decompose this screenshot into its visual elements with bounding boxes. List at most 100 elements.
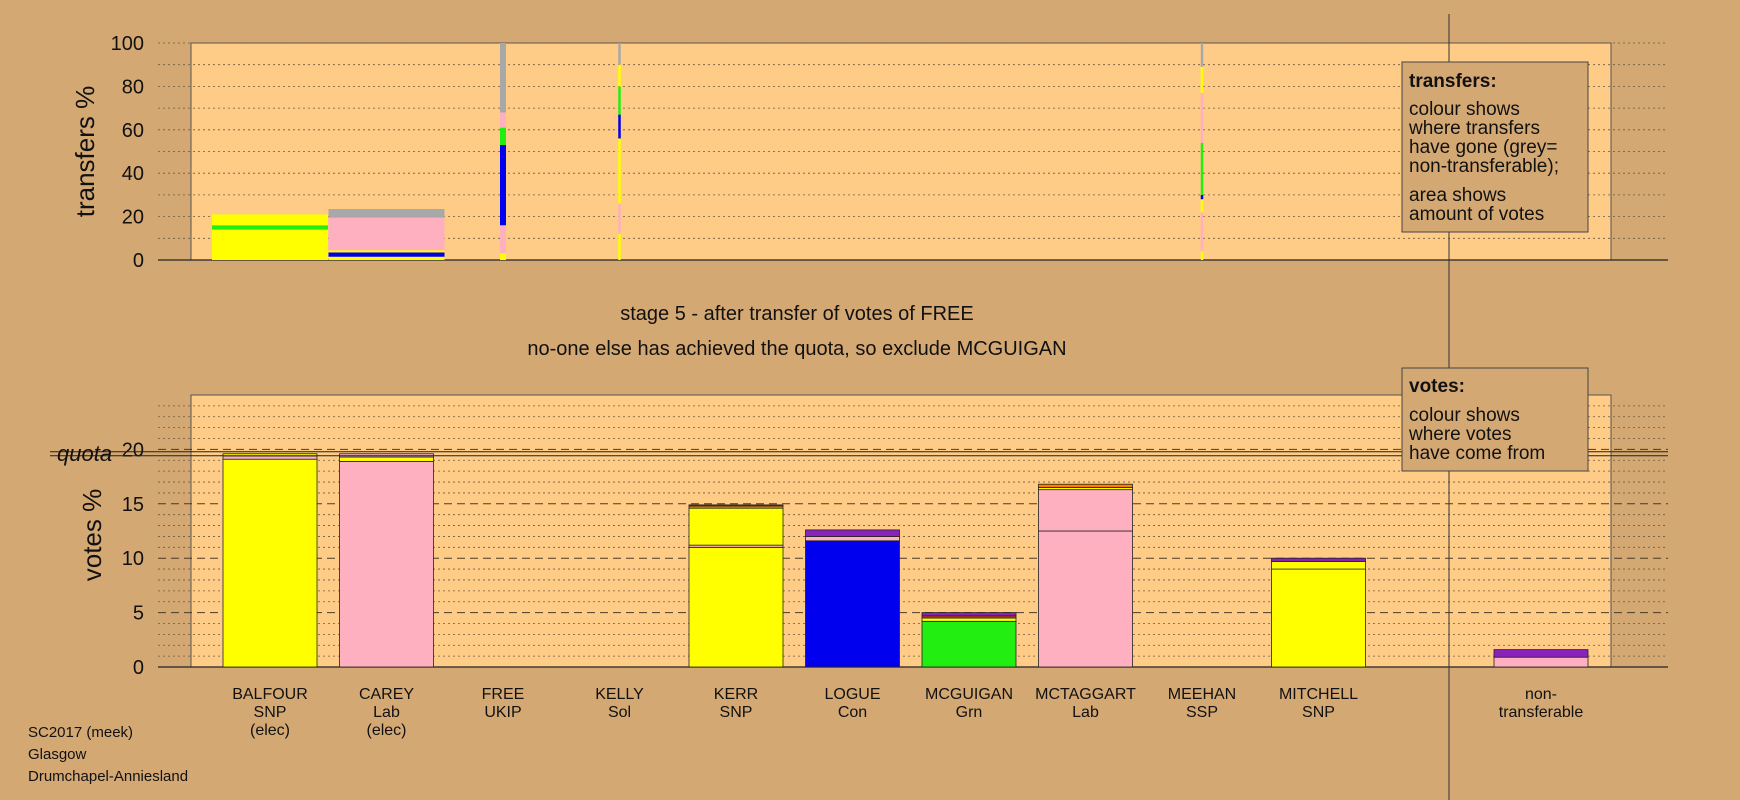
transfer-segment [618,64,621,87]
transfer-segment [618,86,621,115]
transfer-segment [500,225,506,254]
votes-legend: votes: colour shows where votes have com… [1401,367,1589,472]
candidate-label: MCTAGGART [1035,686,1136,703]
vote-segment [1038,489,1133,532]
candidate-label: Lab [1072,704,1099,721]
transfer-segment [328,250,445,253]
vote-bars [222,453,1589,668]
vote-segment [222,458,318,668]
votes-y-tick-label: 5 [133,603,144,625]
vote-segment [1271,557,1366,562]
transfers-legend-line: non-transferable); [1409,156,1559,177]
candidate-label: UKIP [484,704,521,721]
nontransferable-label: non- [1525,686,1557,703]
candidate-label: KELLY [595,686,644,703]
transfer-segment [212,214,328,226]
transfers-y-tick-label: 80 [122,76,144,98]
transfer-segment [618,114,621,139]
candidate-label: (elec) [366,722,406,739]
footer-line: Glasgow [28,746,87,763]
transfer-segment [328,217,445,251]
stage-subtitle: no-one else has achieved the quota, so e… [527,338,1066,360]
votes-y-tick-label: 10 [122,548,144,570]
candidate-label: Lab [373,704,400,721]
vote-segment [1493,649,1589,658]
transfers-legend-line: colour shows [1409,99,1520,120]
transfer-segment [1200,142,1204,195]
transfer-segment [328,252,445,257]
footer-line: Drumchapel-Anniesland [28,768,188,785]
transfer-segment [500,144,506,226]
vote-segment [1493,656,1589,668]
transfers-legend-line: have gone (grey= [1409,137,1557,158]
vote-segment [805,529,900,537]
candidate-label: SNP [1302,704,1335,721]
transfer-segment [1200,251,1204,260]
vote-segment [921,617,1017,622]
candidate-label: FREE [482,686,525,703]
candidate-label: MITCHELL [1279,686,1358,703]
transfers-y-tick-label: 20 [122,207,144,229]
candidate-label: (elec) [250,722,290,739]
votes-legend-line: have come from [1409,443,1545,464]
stage-title: stage 5 - after transfer of votes of FRE… [620,303,974,325]
votes-legend-line: colour shows [1409,405,1520,426]
votes-y-tick-label: 15 [122,494,144,516]
transfer-segment [212,225,328,230]
votes-y-tick-label: 20 [122,439,144,461]
votes-y-ticks: 0 5 10 15 20 [122,439,144,679]
vote-segment [688,504,784,507]
vote-segment [805,540,900,668]
candidate-label: MEEHAN [1168,686,1236,703]
votes-legend-title: votes: [1409,376,1465,397]
transfer-segment [500,43,506,113]
vote-segment [339,460,434,668]
candidate-label: MCGUIGAN [925,686,1013,703]
vote-segment [1271,568,1366,668]
votes-legend-box [1401,367,1589,472]
votes-y-axis-label: votes % [77,489,107,582]
candidate-label: KERR [714,686,758,703]
candidate-label: Con [838,704,867,721]
candidate-label: Grn [956,704,983,721]
candidate-label: SSP [1186,704,1218,721]
votes-y-tick-label: 0 [133,657,144,679]
transfer-segment [618,233,621,260]
transfer-segment [1200,194,1204,200]
candidate-label: SNP [720,704,753,721]
transfer-segment [212,229,328,260]
transfer-stacks [212,43,1204,260]
transfer-segment [618,43,621,65]
candidate-label: LOGUE [824,686,880,703]
transfers-legend: transfers: colour shows where transfers … [1401,61,1589,233]
transfers-legend-line: where transfers [1408,118,1540,139]
transfer-segment [328,256,445,260]
transfers-y-ticks: 0 20 40 60 80 100 [111,33,144,272]
vote-segment [921,620,1017,668]
vote-segment [688,507,784,546]
transfers-legend-line: amount of votes [1409,204,1544,225]
transfers-y-tick-label: 40 [122,163,144,185]
transfer-segment [500,253,506,260]
vote-segment [1038,483,1133,488]
vote-segment [222,455,318,460]
nontransferable-label: transferable [1499,704,1584,721]
candidate-label: SNP [254,704,287,721]
transfer-segment [1200,199,1204,213]
transfers-y-tick-label: 0 [133,250,144,272]
quota-label: quota [57,441,112,466]
transfer-segment [500,127,506,145]
transfer-segment [1200,43,1204,67]
transfer-segment [618,138,621,204]
vote-segment [805,536,900,542]
candidate-label: CAREY [359,686,414,703]
transfers-y-axis-label: transfers % [70,86,100,218]
vote-segment [688,546,784,668]
transfers-legend-line: area shows [1409,185,1506,206]
transfers-legend-title: transfers: [1409,71,1497,92]
transfer-segment [328,209,445,218]
transfers-y-tick-label: 60 [122,120,144,142]
footer-line: SC2017 (meek) [28,724,133,741]
